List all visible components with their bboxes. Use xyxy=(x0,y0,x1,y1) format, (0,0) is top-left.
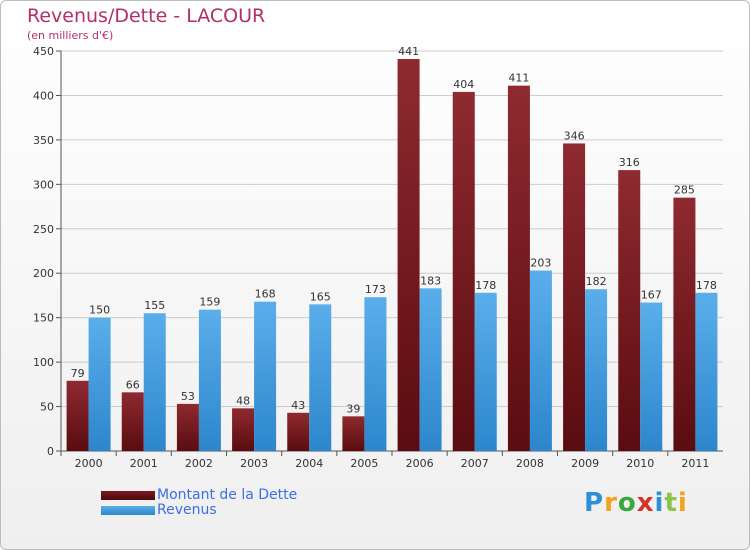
bar-revenue xyxy=(143,313,166,451)
bar-debt xyxy=(673,197,696,451)
proxiti-logo: Proxiti xyxy=(584,488,688,518)
x-tick-label: 2000 xyxy=(75,457,103,470)
x-tick-label: 2002 xyxy=(185,457,213,470)
bar-debt xyxy=(563,143,586,451)
legend-label-debt: Montant de la Dette xyxy=(157,487,298,503)
y-tick-label: 250 xyxy=(33,223,54,236)
data-label-debt: 346 xyxy=(564,129,585,142)
data-label-debt: 39 xyxy=(346,402,360,415)
y-tick-label: 450 xyxy=(33,45,54,58)
x-tick-label: 2004 xyxy=(295,457,323,470)
data-label-debt: 66 xyxy=(126,378,140,391)
bar-revenue xyxy=(419,288,442,451)
data-label-revenue: 159 xyxy=(199,296,220,309)
y-tick-label: 0 xyxy=(47,445,54,458)
legend-item-debt: Montant de la Dette xyxy=(101,487,297,503)
x-tick-label: 2006 xyxy=(406,457,434,470)
bar-revenue xyxy=(585,289,608,451)
x-tick-label: 2007 xyxy=(461,457,489,470)
data-label-debt: 411 xyxy=(508,72,529,85)
chart-title: Revenus/Dette - LACOUR xyxy=(27,5,266,27)
x-tick-label: 2003 xyxy=(240,457,268,470)
data-label-revenue: 168 xyxy=(255,288,276,301)
bar-debt xyxy=(287,412,310,451)
data-label-revenue: 155 xyxy=(144,299,165,312)
bar-revenue xyxy=(640,302,663,451)
data-label-revenue: 167 xyxy=(641,289,662,302)
bars xyxy=(66,59,718,452)
data-label-debt: 53 xyxy=(181,390,195,403)
chart-subtitle: (en milliers d'€) xyxy=(27,29,114,42)
data-label-revenue: 150 xyxy=(89,304,110,317)
data-label-debt: 79 xyxy=(71,367,85,380)
bar-revenue xyxy=(254,301,277,451)
bar-debt xyxy=(66,380,89,451)
data-label-revenue: 165 xyxy=(310,290,331,303)
bar-debt xyxy=(121,392,144,451)
bar-debt xyxy=(232,408,255,451)
y-tick-label: 300 xyxy=(33,178,54,191)
y-tick-label: 50 xyxy=(40,401,54,414)
data-label-revenue: 183 xyxy=(420,274,441,287)
x-tick-label: 2009 xyxy=(571,457,599,470)
data-label-debt: 48 xyxy=(236,394,250,407)
bar-debt xyxy=(176,403,199,451)
bar-revenue xyxy=(474,292,497,451)
x-tick-label: 2010 xyxy=(626,457,654,470)
y-tick-label: 100 xyxy=(33,356,54,369)
bar-revenue xyxy=(364,297,387,451)
bar-revenue xyxy=(88,317,111,451)
x-tick-label: 2001 xyxy=(130,457,158,470)
bar-debt xyxy=(342,416,365,451)
data-label-debt: 441 xyxy=(398,45,419,58)
data-label-debt: 43 xyxy=(291,399,305,412)
y-tick-label: 350 xyxy=(33,134,54,147)
bar-debt xyxy=(507,85,530,452)
data-label-revenue: 178 xyxy=(475,279,496,292)
data-label-debt: 404 xyxy=(453,78,474,91)
y-tick-label: 400 xyxy=(33,89,54,102)
data-label-revenue: 203 xyxy=(530,257,551,270)
data-label-revenue: 182 xyxy=(586,275,607,288)
legend-swatch-revenue xyxy=(101,505,155,515)
bar-debt xyxy=(618,170,641,451)
bar-debt xyxy=(452,91,475,451)
bar-debt xyxy=(397,59,420,451)
y-tick-label: 150 xyxy=(33,312,54,325)
legend-item-revenue: Revenus xyxy=(101,502,217,518)
x-tick-label: 2011 xyxy=(681,457,709,470)
bar-revenue xyxy=(695,292,718,451)
x-tick-label: 2008 xyxy=(516,457,544,470)
legend-label-revenue: Revenus xyxy=(157,502,217,518)
data-label-debt: 316 xyxy=(619,156,640,169)
bar-revenue xyxy=(529,270,552,451)
data-label-revenue: 178 xyxy=(696,279,717,292)
labels: 0 50 100 150 200 250 300 350 400 450 79 150 2000 66 15… xyxy=(33,45,717,470)
bar-revenue xyxy=(198,309,221,451)
grid-lines xyxy=(56,50,723,456)
data-label-debt: 285 xyxy=(674,184,695,197)
data-label-revenue: 173 xyxy=(365,283,386,296)
x-tick-label: 2005 xyxy=(350,457,378,470)
y-tick-label: 200 xyxy=(33,267,54,280)
bar-revenue xyxy=(309,304,332,451)
legend-swatch-debt xyxy=(101,490,155,500)
